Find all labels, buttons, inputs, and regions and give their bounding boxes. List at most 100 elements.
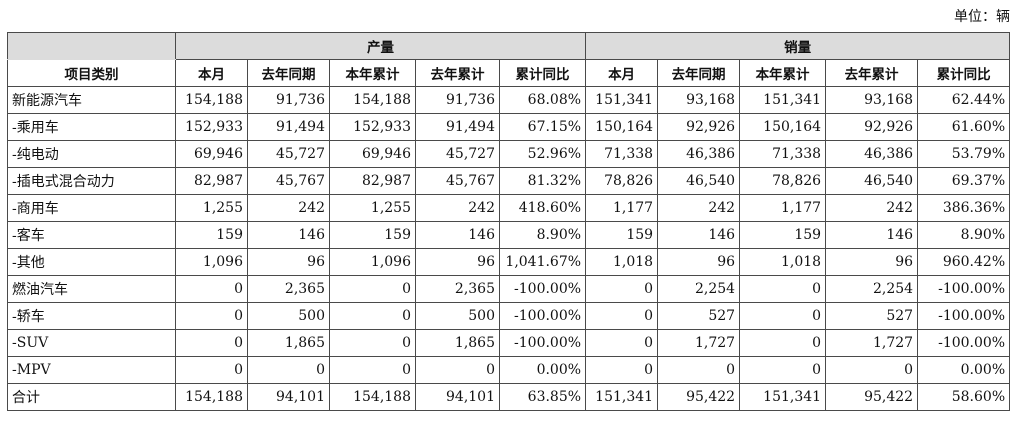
column-header: 累计同比 (917, 59, 1011, 87)
table-cell: 159 (585, 221, 659, 249)
table-cell: 96 (657, 248, 741, 276)
table-cell: 95,422 (825, 383, 919, 411)
table-row: -轿车 0 500 0 500 -100.00% 0 527 0 527 -100.00% (7, 302, 1011, 330)
row-label: -MPV (7, 356, 176, 384)
table-cell: 63.85% (498, 383, 587, 411)
table-cell: 159 (175, 221, 248, 249)
table-cell: 67.15% (498, 113, 587, 141)
column-header: 本年累计 (329, 59, 416, 87)
table-row: -乘用车 152,933 91,494 152,933 91,494 67.15% 150,… (7, 113, 1011, 141)
table-row: -客车 159 146 159 146 8.90% 159 146 159 146 8.90% (7, 221, 1011, 249)
table-cell: 46,386 (825, 140, 919, 168)
table-cell: 91,736 (247, 86, 330, 114)
table-cell: 500 (247, 302, 330, 330)
table-cell: 71,338 (739, 140, 827, 168)
table-cell: 45,767 (415, 167, 500, 195)
table-cell: 45,727 (415, 140, 500, 168)
table-cell: 91,736 (415, 86, 500, 114)
table-cell: -100.00% (498, 329, 587, 357)
table-cell: 0 (825, 356, 919, 384)
table-body: 新能源汽车 154,188 91,736 154,188 91,736 68.08% 151… (7, 86, 1011, 411)
table-cell: 95,422 (657, 383, 741, 411)
table-cell: 0 (175, 356, 248, 384)
sales-group-header: 销量 (585, 32, 1011, 60)
table-cell: 0 (585, 356, 659, 384)
table-cell: 68.08% (498, 86, 587, 114)
table-cell: 0 (415, 356, 500, 384)
table-cell: 150,164 (739, 113, 827, 141)
column-header: 去年同期 (657, 59, 741, 87)
column-header-row: 项目类别 本月 去年同期 本年累计 去年累计 累计同比 本月 去年同期 本年累计… (7, 59, 1011, 87)
table-cell: 69.37% (917, 167, 1011, 195)
table-cell: 8.90% (917, 221, 1011, 249)
table-cell: 46,540 (657, 167, 741, 195)
table-cell: 93,168 (825, 86, 919, 114)
table-cell: 154,188 (175, 383, 248, 411)
table-row: -SUV 0 1,865 0 1,865 -100.00% 0 1,727 0 1,727 -100… (7, 329, 1011, 357)
table-cell: 1,018 (585, 248, 659, 276)
column-header: 本年累计 (739, 59, 827, 87)
table-cell: 1,041.67% (498, 248, 587, 276)
table-cell: 960.42% (917, 248, 1011, 276)
table-row: -纯电动 69,946 45,727 69,946 45,727 52.96% 71,338… (7, 140, 1011, 168)
table-cell: 96 (825, 248, 919, 276)
table-cell: 0 (739, 329, 827, 357)
table-cell: 92,926 (657, 113, 741, 141)
table-cell: 0 (175, 329, 248, 357)
table-row: 燃油汽车 0 2,365 0 2,365 -100.00% 0 2,254 0 2,254 -100… (7, 275, 1011, 303)
table-cell: 81.32% (498, 167, 587, 195)
table-cell: 151,341 (739, 383, 827, 411)
table-cell: 242 (657, 194, 741, 222)
table-cell: 78,826 (739, 167, 827, 195)
table-cell: 71,338 (585, 140, 659, 168)
table-cell: 146 (657, 221, 741, 249)
table-cell: 0 (657, 356, 741, 384)
table-cell: 93,168 (657, 86, 741, 114)
table-cell: 94,101 (415, 383, 500, 411)
table-cell: -100.00% (498, 302, 587, 330)
table-cell: 1,865 (247, 329, 330, 357)
table-cell: 1,096 (329, 248, 416, 276)
table-cell: 0 (329, 302, 416, 330)
table-cell: 418.60% (498, 194, 587, 222)
corner-cell (7, 32, 176, 60)
table-cell: 82,987 (175, 167, 248, 195)
table-row: -MPV 0 0 0 0 0.00% 0 0 0 0 0.00% (7, 356, 1011, 384)
table-row: -商用车 1,255 242 1,255 242 418.60% 1,177 242 1,177… (7, 194, 1011, 222)
column-header: 去年同期 (247, 59, 330, 87)
table-cell: 61.60% (917, 113, 1011, 141)
table-cell: 154,188 (329, 86, 416, 114)
row-label: -SUV (7, 329, 176, 357)
production-group-header: 产量 (174, 32, 587, 60)
table-cell: 96 (415, 248, 500, 276)
table-cell: 0 (329, 356, 416, 384)
table-cell: 242 (247, 194, 330, 222)
table-cell: 1,018 (739, 248, 827, 276)
table-cell: 0 (247, 356, 330, 384)
table-cell: 0 (175, 302, 248, 330)
table-cell: 154,188 (329, 383, 416, 411)
table-cell: 46,540 (825, 167, 919, 195)
table-cell: 45,767 (247, 167, 330, 195)
table-cell: 146 (415, 221, 500, 249)
table-cell: 96 (247, 248, 330, 276)
table-cell: 8.90% (498, 221, 587, 249)
column-header: 本月 (175, 59, 248, 87)
table-cell: 91,494 (247, 113, 330, 141)
table-cell: 0 (585, 329, 659, 357)
table-cell: 151,341 (739, 86, 827, 114)
table-cell: 159 (329, 221, 416, 249)
table-cell: 1,177 (739, 194, 827, 222)
table-cell: 78,826 (585, 167, 659, 195)
column-header: 去年累计 (415, 59, 500, 87)
row-label: 燃油汽车 (7, 275, 176, 303)
table-cell: 46,386 (657, 140, 741, 168)
row-label: -乘用车 (7, 113, 176, 141)
column-header: 去年累计 (825, 59, 919, 87)
table-cell: 0 (585, 302, 659, 330)
table-cell: 2,254 (825, 275, 919, 303)
table-cell: 152,933 (175, 113, 248, 141)
table-cell: 1,727 (657, 329, 741, 357)
table-cell: 52.96% (498, 140, 587, 168)
production-sales-table: 产量 销量 项目类别 本月 去年同期 本年累计 去年累计 累计同比 本月 去年同… (7, 32, 1011, 411)
